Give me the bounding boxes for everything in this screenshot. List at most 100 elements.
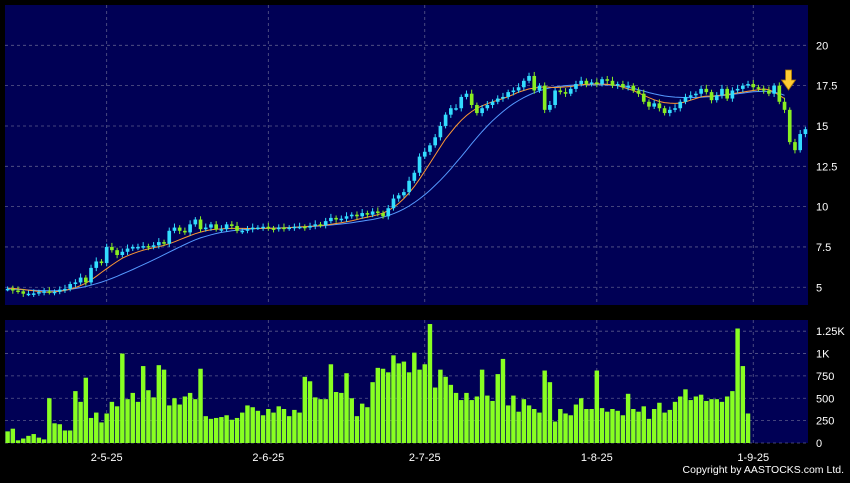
- price-tick-label: 7.5: [816, 242, 831, 254]
- volume-bar: [505, 405, 511, 443]
- candle: [412, 170, 417, 184]
- candle-body: [511, 90, 516, 93]
- volume-bar: [213, 417, 219, 443]
- candle-body: [673, 108, 677, 110]
- candle-body: [777, 85, 782, 102]
- volume-tick-label: 1.25K: [816, 326, 845, 338]
- candle: [767, 86, 771, 97]
- candle: [224, 221, 229, 232]
- volume-bar: [646, 418, 652, 443]
- candle: [52, 289, 57, 296]
- candle-body: [334, 217, 338, 220]
- candle: [683, 93, 688, 105]
- candle: [26, 290, 31, 297]
- volume-bar: [52, 423, 57, 443]
- candle-body: [469, 93, 474, 105]
- candle: [136, 243, 140, 251]
- volume-bar: [479, 369, 485, 443]
- candle-body: [521, 80, 526, 88]
- volume-bar: [625, 393, 631, 443]
- candle: [542, 82, 547, 114]
- candle-body: [756, 87, 761, 89]
- volume-bar: [203, 416, 208, 443]
- candle: [600, 76, 604, 87]
- candle: [110, 242, 114, 253]
- candle: [198, 216, 203, 233]
- candle: [803, 126, 808, 138]
- volume-bar: [161, 369, 167, 443]
- candle: [386, 205, 391, 220]
- volume-bar: [208, 418, 214, 443]
- volume-bar: [250, 407, 255, 443]
- candle: [47, 287, 52, 295]
- x-tick-label: 2-5-25: [91, 452, 123, 464]
- candle: [375, 207, 380, 217]
- volume-bar: [745, 413, 751, 443]
- volume-bar: [318, 399, 323, 443]
- candle-body: [740, 85, 745, 89]
- candle: [647, 99, 651, 110]
- candle-body: [548, 105, 552, 110]
- volume-bar: [41, 439, 47, 443]
- candle: [229, 221, 234, 230]
- candle: [521, 78, 526, 91]
- candle: [318, 221, 323, 228]
- volume-bar: [292, 409, 297, 443]
- candle-body: [490, 101, 495, 105]
- volume-bar: [427, 324, 433, 443]
- candle-body: [657, 103, 662, 109]
- candle-body: [162, 242, 166, 244]
- volume-bar: [146, 390, 151, 443]
- candle-body: [730, 90, 735, 99]
- volume-bar: [568, 415, 573, 443]
- candle: [548, 100, 552, 113]
- volume-bar: [240, 412, 245, 443]
- candle-body: [141, 246, 146, 248]
- candle-body: [240, 230, 245, 233]
- candle-body: [417, 156, 422, 173]
- candle: [615, 81, 620, 89]
- candle: [391, 194, 396, 211]
- candle-body: [125, 248, 130, 252]
- x-tick-label: 1-8-25: [581, 452, 613, 464]
- volume-bar: [260, 415, 266, 443]
- candle-body: [229, 224, 234, 226]
- volume-bar: [5, 431, 10, 443]
- candle-body: [156, 242, 161, 246]
- volume-bar: [328, 364, 334, 443]
- candle-body: [99, 261, 104, 264]
- volume-bar: [740, 366, 746, 443]
- candle-body: [584, 80, 589, 85]
- volume-tick-label: 0: [816, 438, 822, 450]
- candle: [344, 212, 349, 222]
- volume-bar: [735, 328, 740, 443]
- candle-body: [73, 282, 78, 285]
- candle: [793, 138, 797, 154]
- volume-bar: [167, 405, 172, 443]
- candle: [667, 106, 672, 117]
- volume-bar: [47, 398, 52, 443]
- candle-body: [360, 213, 365, 217]
- candle-body: [683, 96, 688, 102]
- volume-bar: [229, 419, 235, 443]
- candle: [772, 83, 776, 97]
- volume-bar: [140, 366, 146, 443]
- candle: [490, 99, 495, 109]
- volume-bar: [281, 409, 287, 443]
- candle-body: [104, 246, 109, 264]
- candle: [104, 243, 109, 267]
- candle-body: [47, 291, 52, 293]
- volume-bar: [344, 373, 349, 443]
- candle: [10, 285, 15, 294]
- candle-body: [464, 93, 469, 97]
- candle: [469, 89, 474, 109]
- candle: [417, 153, 422, 176]
- candle-body: [57, 289, 62, 292]
- candle: [574, 80, 578, 93]
- candle: [5, 286, 10, 292]
- volume-bar: [297, 412, 302, 443]
- volume-bar: [704, 400, 709, 443]
- candle-body: [10, 288, 15, 291]
- candle: [266, 222, 271, 231]
